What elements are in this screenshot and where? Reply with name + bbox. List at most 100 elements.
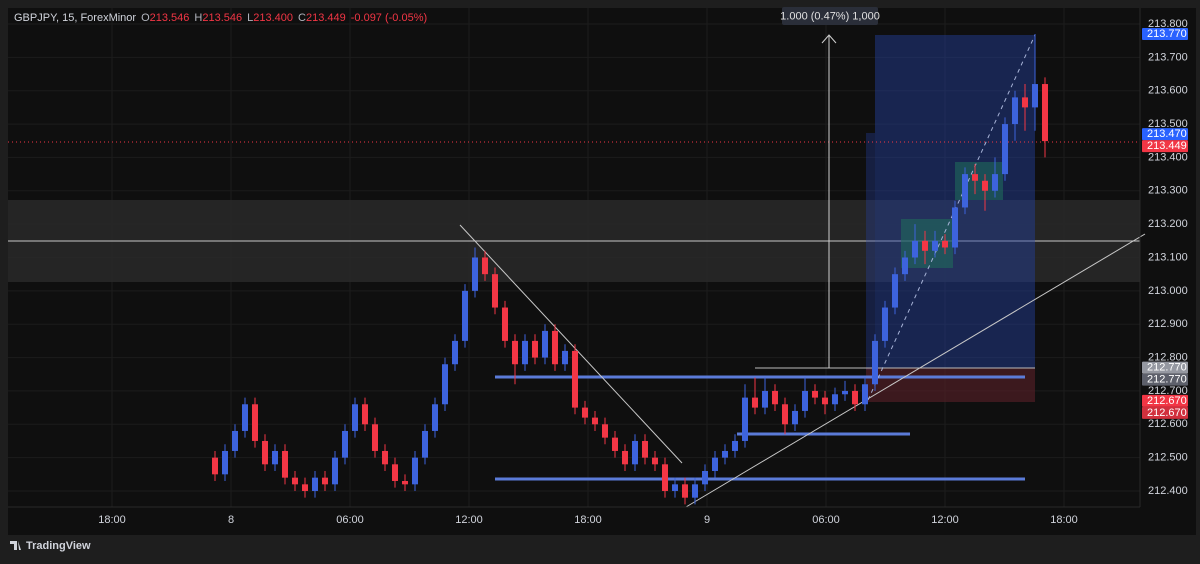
measure-label: 1.000 (0.47%) 1,000 <box>780 10 880 22</box>
measure-box <box>782 7 878 25</box>
price-tag-label: 212.670 <box>1147 407 1187 419</box>
candle-body <box>972 174 978 181</box>
header-part: C <box>298 12 306 24</box>
x-tick-label: 12:00 <box>931 514 959 526</box>
x-tick-label: 9 <box>704 514 710 526</box>
candle-body <box>582 407 588 418</box>
candle-body <box>492 274 498 308</box>
y-tick-label: 213.100 <box>1148 251 1188 263</box>
candle-body <box>692 484 698 498</box>
candle-body <box>1002 124 1008 175</box>
candle-body <box>572 350 578 408</box>
candle-body <box>432 404 438 431</box>
candle-body <box>292 477 298 485</box>
candle-body <box>792 410 798 425</box>
candle-body <box>222 450 228 475</box>
candle-body <box>452 340 458 365</box>
candle-body <box>352 404 358 431</box>
candle-body <box>272 450 278 465</box>
candle-body <box>562 350 568 365</box>
highlight <box>866 133 875 370</box>
candle-body <box>892 274 898 308</box>
candle-body <box>282 450 288 478</box>
x-tick-label: 8 <box>228 514 234 526</box>
candle-body <box>932 240 938 251</box>
candle-body <box>912 240 918 258</box>
header-part: 213.546 <box>202 12 242 24</box>
y-tick-label: 213.000 <box>1148 285 1188 297</box>
candle-body <box>342 430 348 458</box>
price-axis: 212.400 212.500 212.600 212.700 212.800 212.9… <box>98 18 1188 526</box>
candle-body <box>802 390 808 411</box>
candle-body <box>902 257 908 275</box>
price-tag-label: 212.670 <box>1147 395 1187 407</box>
y-tick-label: 213.600 <box>1148 85 1188 97</box>
x-tick-label: 06:00 <box>812 514 840 526</box>
candle-body <box>842 390 848 395</box>
candle-body <box>812 390 818 398</box>
candle-body <box>862 384 868 405</box>
x-tick-label: 12:00 <box>455 514 483 526</box>
candle-body <box>552 330 558 365</box>
price-tag-label: 213.470 <box>1147 128 1187 140</box>
x-tick-label: 18:00 <box>1050 514 1078 526</box>
candle-body <box>1012 97 1018 125</box>
candle-body <box>542 330 548 358</box>
candle-body <box>392 464 398 481</box>
header-part: 213.449 <box>306 12 346 24</box>
candle-body <box>532 340 538 358</box>
candle-body <box>1032 84 1038 108</box>
candle-body <box>642 440 648 458</box>
candle-body <box>982 180 988 191</box>
price-tag <box>1142 373 1188 386</box>
candle-body <box>472 257 478 291</box>
candle-body <box>962 174 968 208</box>
candle-body <box>732 440 738 451</box>
y-tick-label: 212.600 <box>1148 418 1188 430</box>
y-tick-label: 213.800 <box>1148 18 1188 30</box>
candle-body <box>772 390 778 405</box>
candle-body <box>672 484 678 491</box>
y-tick-label: 213.300 <box>1148 185 1188 197</box>
price-tag <box>1142 361 1188 374</box>
arrow-head <box>821 34 837 44</box>
candle-body <box>462 290 468 341</box>
trend-line <box>867 34 1036 401</box>
header-part: -0.097 (-0.05%) <box>351 12 427 24</box>
candle-body <box>702 470 708 485</box>
logo <box>10 541 21 550</box>
candle-body <box>922 240 928 251</box>
candle-body <box>752 397 758 408</box>
candle-body <box>332 457 338 485</box>
candle-body <box>592 417 598 425</box>
trend-line <box>459 224 683 464</box>
candle-body <box>422 430 428 458</box>
header-part: L <box>247 12 253 24</box>
price-tag <box>1142 28 1188 41</box>
y-tick-label: 213.700 <box>1148 51 1188 63</box>
y-tick-label: 213.200 <box>1148 218 1188 230</box>
brand: TradingView <box>26 540 91 552</box>
price-tag-label: 213.770 <box>1147 28 1187 40</box>
candle-body <box>882 307 888 341</box>
x-tick-label: 18:00 <box>574 514 602 526</box>
candle-body <box>242 404 248 431</box>
candle-body <box>712 457 718 471</box>
y-tick-label: 213.500 <box>1148 118 1188 130</box>
candles <box>212 34 1048 505</box>
candle-body <box>612 437 618 451</box>
candle-body <box>512 340 518 365</box>
candle-body <box>232 430 238 451</box>
price-tag <box>1142 140 1188 153</box>
candle-body <box>322 477 328 485</box>
candle-body <box>622 450 628 465</box>
y-tick-label: 212.900 <box>1148 318 1188 330</box>
candle-body <box>302 484 308 491</box>
footer <box>8 535 1196 555</box>
candle-body <box>522 340 528 365</box>
candle-body <box>482 257 488 275</box>
candle-body <box>1042 84 1048 142</box>
candle-body <box>782 404 788 425</box>
price-tag-label: 212.770 <box>1147 373 1187 385</box>
